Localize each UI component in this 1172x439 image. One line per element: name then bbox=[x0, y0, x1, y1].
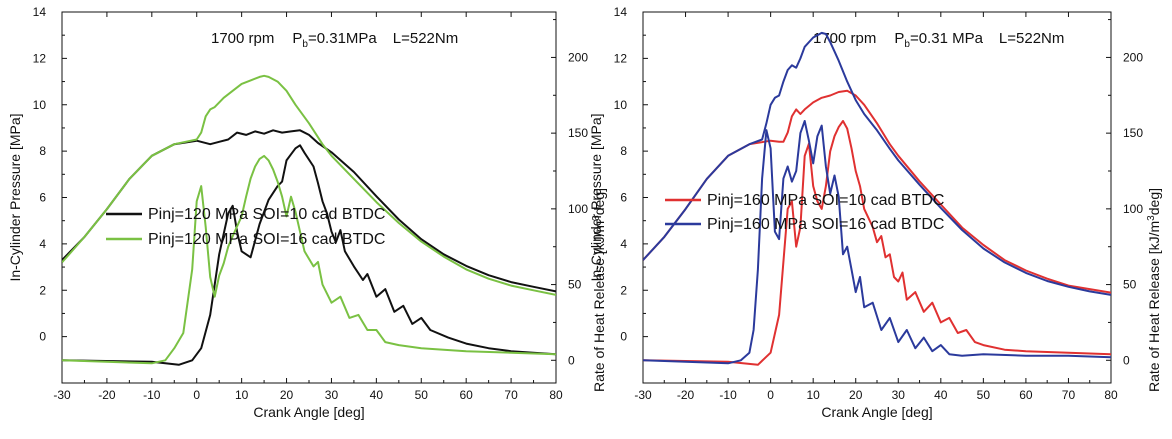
x-tick-label: 0 bbox=[193, 388, 200, 402]
speed-label: 1700 rpm bbox=[813, 30, 876, 47]
y-right-title-sup: 3 bbox=[591, 215, 602, 221]
y-right-title-main: Rate of Heat Release [kJ/m bbox=[591, 221, 607, 392]
speed-label: 1700 rpm bbox=[211, 30, 274, 47]
y-left-tick-label: 12 bbox=[614, 51, 628, 65]
x-tick-label: 20 bbox=[849, 388, 863, 402]
y-right-tick-label: 50 bbox=[568, 278, 582, 292]
pressure-curve-series-2 bbox=[643, 31, 1111, 296]
y-right-axis-title: Rate of Heat Release [kJ/m3deg] bbox=[591, 188, 607, 392]
y-right-title-main: Rate of Heat Release [kJ/m bbox=[1146, 221, 1162, 392]
boost-label: P bbox=[292, 30, 302, 47]
y-left-tick-label: 4 bbox=[39, 237, 46, 251]
x-tick-label: 60 bbox=[1019, 388, 1033, 402]
y-left-tick-label: 2 bbox=[39, 283, 46, 297]
boost-subscript: b bbox=[904, 39, 910, 50]
legend-label-series-1: Pinj=120 MPa SOI=10 cad BTDC bbox=[148, 206, 385, 223]
y-left-tick-label: 14 bbox=[33, 5, 47, 19]
legend-label-series-2: Pinj=120 MPa SOI=16 cad BTDC bbox=[148, 231, 385, 248]
y-left-tick-label: 6 bbox=[39, 191, 46, 205]
y-right-tick-label: 0 bbox=[568, 353, 575, 367]
heat-release-curve-series-2 bbox=[643, 120, 1111, 365]
x-tick-label: -20 bbox=[677, 388, 695, 402]
plot-frame bbox=[61, 11, 557, 384]
x-tick-label: -10 bbox=[143, 388, 161, 402]
x-tick-label: 70 bbox=[1062, 388, 1076, 402]
x-tick-label: 10 bbox=[807, 388, 821, 402]
legend-label-series-1: Pinj=160 MPa SOI=10 cad BTDC bbox=[707, 192, 944, 209]
heat-release-curve-series-1 bbox=[643, 120, 1111, 366]
y-left-tick-label: 10 bbox=[614, 98, 628, 112]
y-right-tick-label: 100 bbox=[568, 202, 588, 216]
x-tick-label: 40 bbox=[370, 388, 384, 402]
y-left-tick-label: 8 bbox=[39, 144, 46, 158]
boost-value: =0.31 MPa bbox=[910, 30, 984, 47]
y-right-tick-label: 200 bbox=[1123, 50, 1143, 64]
heat-release-curve-series-2 bbox=[62, 154, 556, 365]
x-tick-label: 50 bbox=[977, 388, 991, 402]
y-right-tick-label: 150 bbox=[568, 126, 588, 140]
y-left-tick-label: 10 bbox=[33, 98, 47, 112]
y-right-title-sup: 3 bbox=[1146, 215, 1157, 221]
y-right-title-end: deg] bbox=[1146, 188, 1162, 215]
x-tick-label: 20 bbox=[280, 388, 294, 402]
x-tick-label: 60 bbox=[460, 388, 474, 402]
y-right-tick-label: 100 bbox=[1123, 202, 1143, 216]
operating-condition-annotation: 1700 rpm Pb=0.31 MPa L=522Nm bbox=[813, 30, 1064, 50]
x-tick-label: 30 bbox=[325, 388, 339, 402]
y-right-tick-label: 150 bbox=[1123, 126, 1143, 140]
load-label: L=522Nm bbox=[393, 30, 458, 47]
y-left-tick-label: 14 bbox=[614, 5, 628, 19]
y-right-title-end: deg] bbox=[591, 188, 607, 215]
x-tick-label: 50 bbox=[415, 388, 429, 402]
x-tick-label: 80 bbox=[1104, 388, 1118, 402]
chart-panel-1: -30 -20 -10 0 10 20 30 40 50 60 70 80 0 2 4 6 8 10 12 14 0 50… bbox=[7, 5, 607, 420]
x-tick-label: -30 bbox=[53, 388, 71, 402]
x-tick-label: -20 bbox=[98, 388, 116, 402]
load-label: L=522Nm bbox=[999, 30, 1064, 47]
chart-panel-2: -30 -20 -10 0 10 20 30 40 50 60 70 80 0 2 4 6 8 10 12 14 0 50… bbox=[588, 5, 1162, 420]
heat-release-curve-series-1 bbox=[62, 144, 556, 366]
legend-label-series-2: Pinj=160 MPa SOI=16 cad BTDC bbox=[707, 216, 944, 233]
y-left-tick-label: 0 bbox=[620, 330, 627, 344]
x-tick-label: -30 bbox=[634, 388, 652, 402]
pressure-curve-series-2 bbox=[62, 74, 556, 296]
y-left-tick-label: 12 bbox=[33, 51, 47, 65]
x-axis-title: Crank Angle [deg] bbox=[253, 404, 364, 420]
y-right-tick-label: 200 bbox=[568, 50, 588, 64]
y-left-axis-title: In-Cylinder Pressure [MPa] bbox=[7, 113, 23, 281]
x-axis-title: Crank Angle [deg] bbox=[821, 404, 932, 420]
y-left-axis-title: In-Cylinder Pressure [MPa] bbox=[588, 113, 604, 281]
x-tick-label: 30 bbox=[892, 388, 906, 402]
y-left-tick-label: 8 bbox=[620, 144, 627, 158]
y-right-axis-title: Rate of Heat Release [kJ/m3deg] bbox=[1146, 188, 1162, 392]
x-tick-label: 0 bbox=[767, 388, 774, 402]
x-tick-label: 80 bbox=[549, 388, 563, 402]
boost-subscript: b bbox=[302, 39, 308, 50]
boost-value: =0.31MPa bbox=[308, 30, 377, 47]
pressure-curve-series-1 bbox=[643, 89, 1111, 294]
boost-label: P bbox=[894, 30, 904, 47]
y-left-tick-label: 0 bbox=[39, 330, 46, 344]
x-tick-label: 70 bbox=[504, 388, 518, 402]
y-right-tick-label: 50 bbox=[1123, 278, 1137, 292]
x-tick-label: 10 bbox=[235, 388, 249, 402]
y-left-tick-label: 4 bbox=[620, 237, 627, 251]
x-tick-label: 40 bbox=[934, 388, 948, 402]
y-right-tick-label: 0 bbox=[1123, 353, 1130, 367]
operating-condition-annotation: 1700 rpm Pb=0.31MPa L=522Nm bbox=[211, 30, 458, 50]
y-left-tick-label: 6 bbox=[620, 191, 627, 205]
y-left-tick-label: 2 bbox=[620, 283, 627, 297]
x-tick-label: -10 bbox=[719, 388, 737, 402]
